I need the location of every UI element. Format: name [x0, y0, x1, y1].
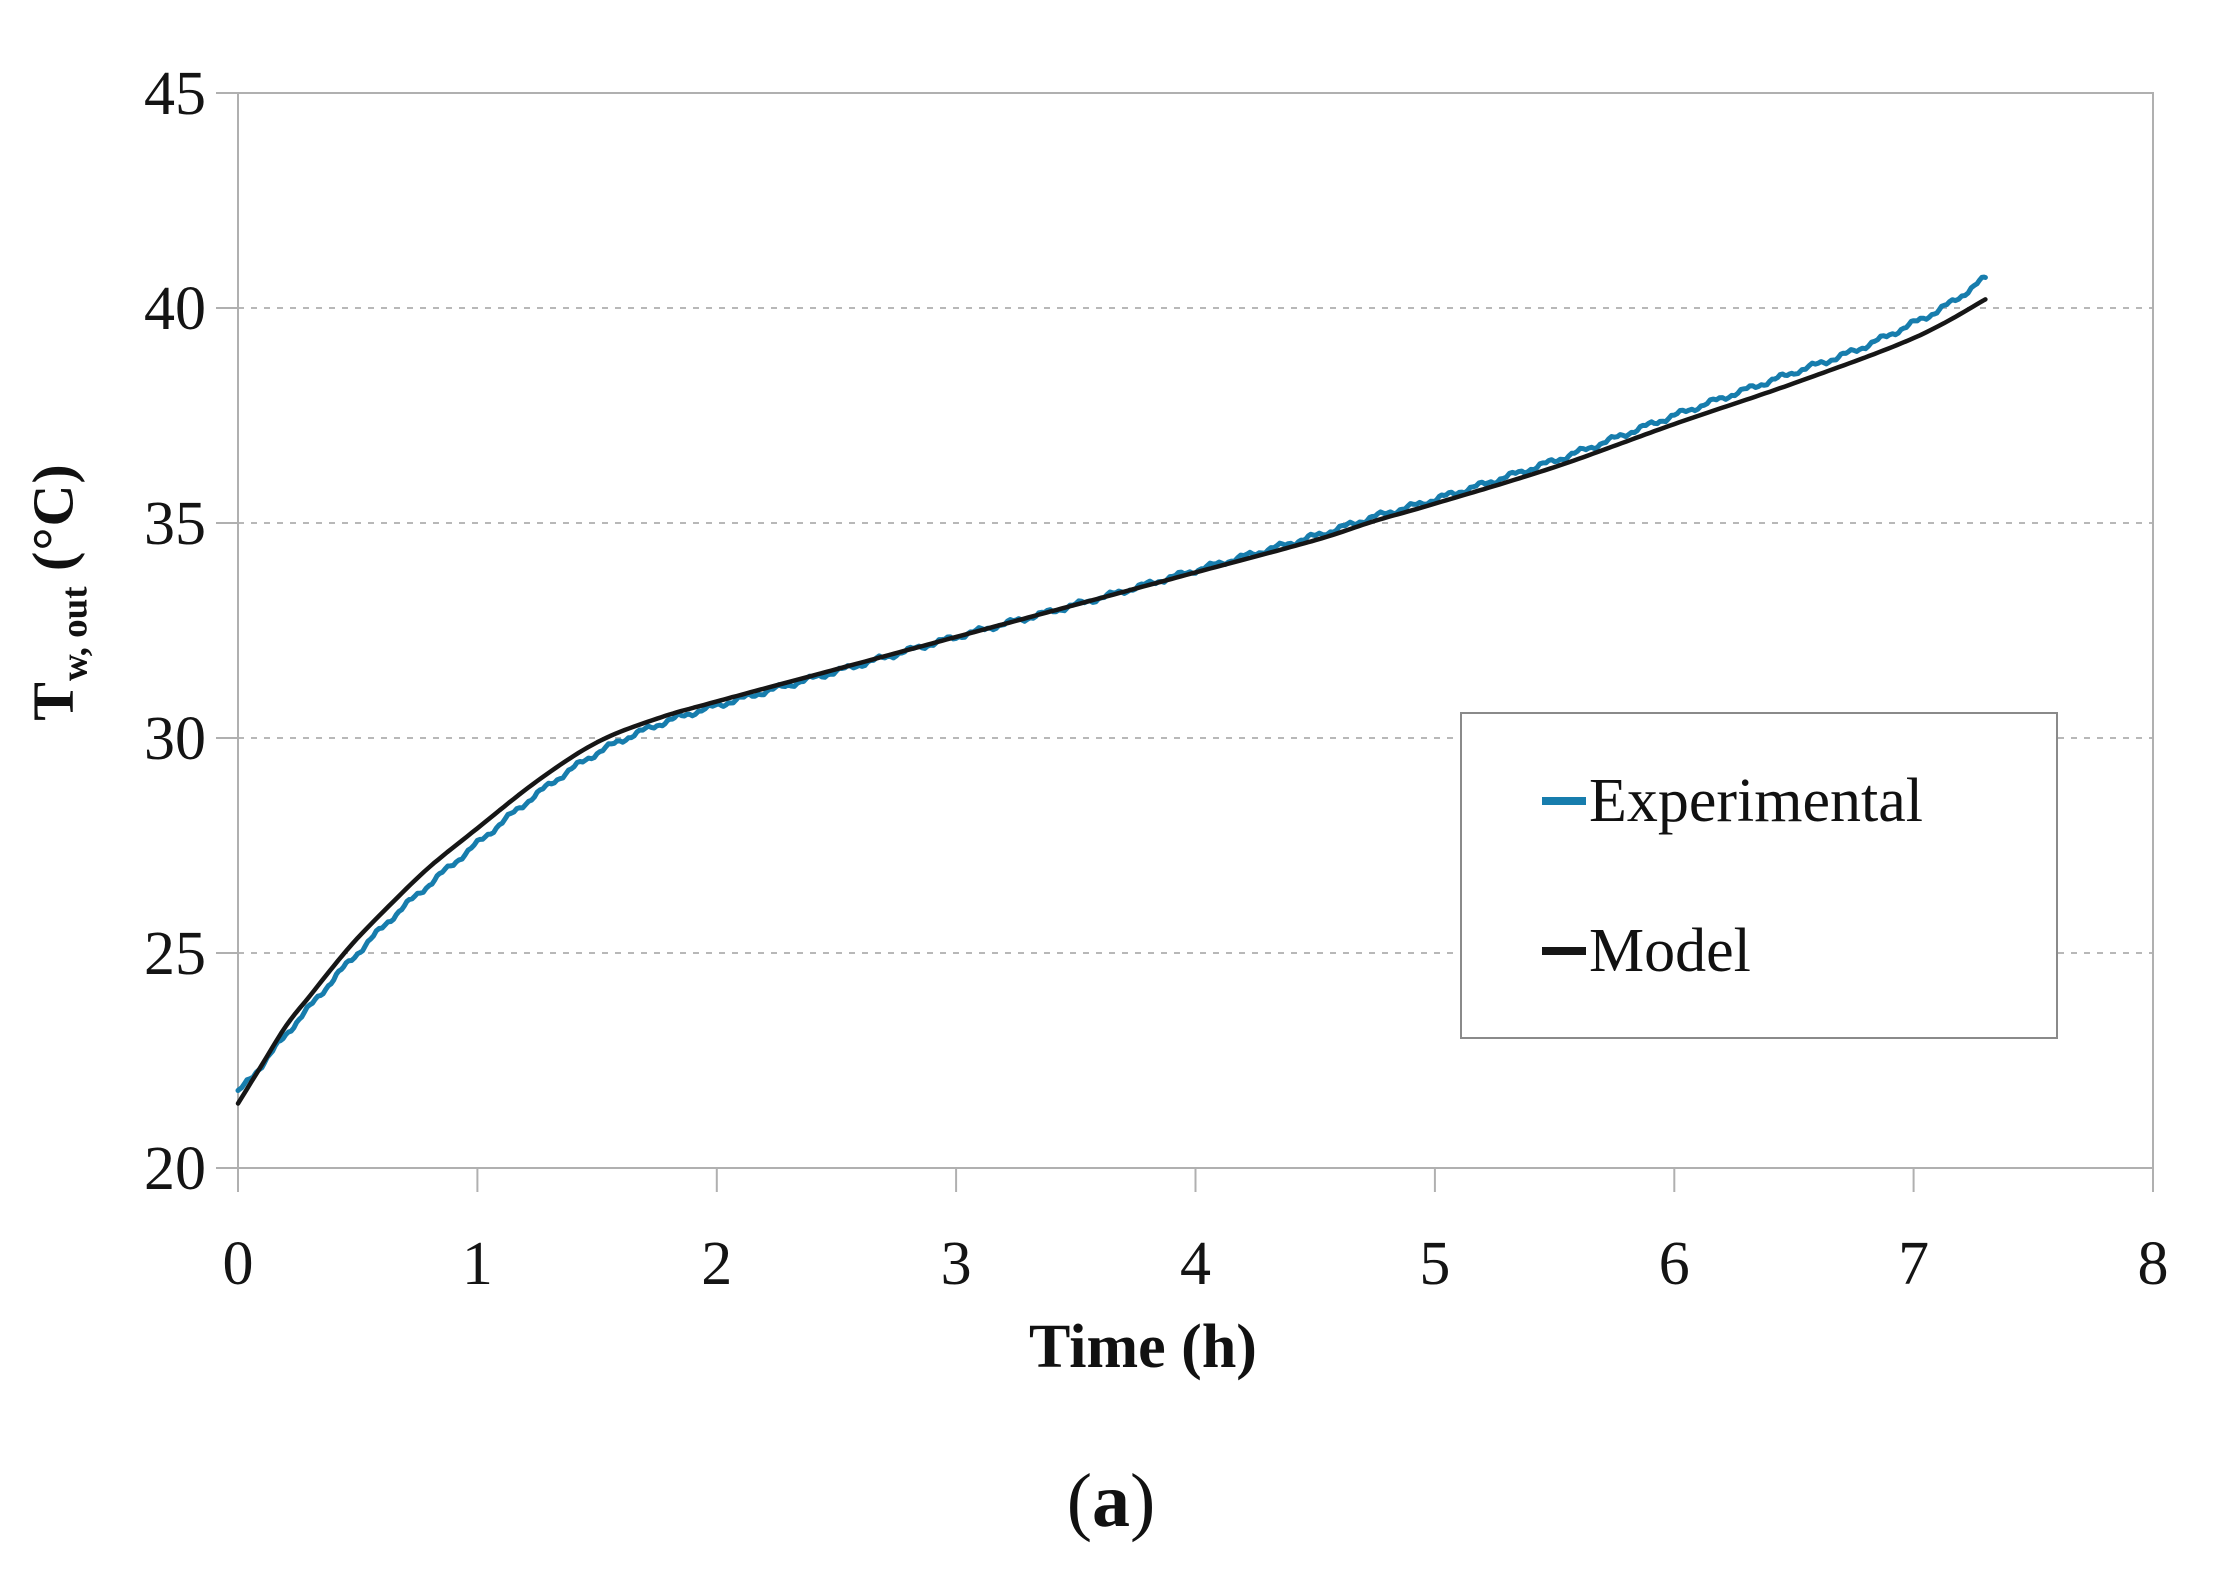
legend-label-model: Model — [1589, 916, 1751, 985]
legend-box: Experimental Model — [1460, 712, 2058, 1039]
x-tick-label: 0 — [223, 1230, 254, 1298]
x-axis-title: Time (h) — [1029, 1313, 1257, 1381]
x-tick-label: 3 — [941, 1230, 972, 1298]
axis-ticks — [216, 92, 2154, 1192]
y-axis-title: Tw, out (°C) — [20, 463, 97, 720]
subfigure-caption: (a) — [0, 1458, 2222, 1545]
y-axis-title-unit: (°C) — [20, 463, 86, 587]
x-tick-label: 6 — [1659, 1230, 1690, 1298]
y-tick-label: 40 — [144, 275, 206, 343]
y-tick-label: 25 — [144, 920, 206, 988]
legend-item-experimental: Experimental — [1542, 770, 2056, 832]
x-tick-label: 5 — [1419, 1230, 1450, 1298]
x-tick-label: 1 — [462, 1230, 493, 1298]
model-line-swatch — [1542, 946, 1586, 955]
x-tick-label: 2 — [701, 1230, 732, 1298]
x-tick-label: 8 — [2138, 1230, 2169, 1298]
y-tick-label: 30 — [144, 705, 206, 773]
legend-item-model: Model — [1542, 920, 2056, 982]
series-line-model — [235, 297, 1988, 1106]
y-tick-label: 20 — [144, 1135, 206, 1203]
y-tick-label: 35 — [144, 490, 206, 558]
caption-close-paren: ) — [1130, 1459, 1156, 1543]
y-tick-label: 45 — [144, 60, 206, 128]
caption-letter: a — [1092, 1459, 1130, 1543]
x-tick-label: 4 — [1180, 1230, 1211, 1298]
experimental-line-swatch — [1542, 796, 1586, 805]
x-tick-label: 7 — [1898, 1230, 1929, 1298]
legend-label-experimental: Experimental — [1589, 766, 1923, 835]
y-axis-title-subscript: w, out — [54, 586, 96, 682]
caption-open-paren: ( — [1066, 1459, 1092, 1543]
y-axis-title-base: T — [20, 681, 86, 721]
data-series — [235, 274, 1988, 1106]
